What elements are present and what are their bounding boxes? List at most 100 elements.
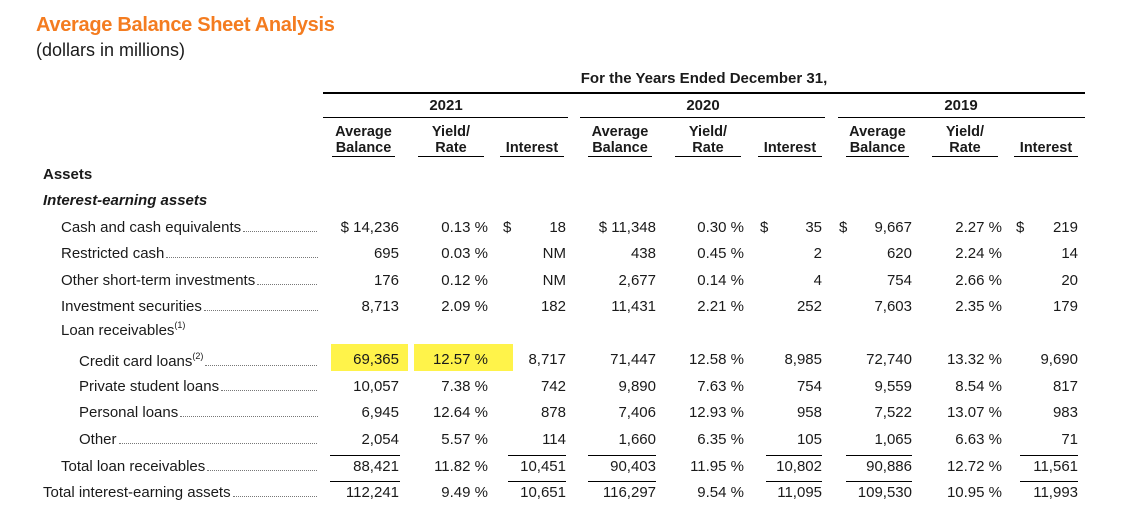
row-label: Loan receivables(1)	[61, 320, 318, 339]
report-subtitle: (dollars in millions)	[36, 40, 186, 60]
cell-interest-2020: 2	[813, 245, 822, 262]
cell-avg-balance-2020: 71,447	[610, 351, 656, 368]
cell-yield-2019: 8.54 %	[955, 378, 1002, 395]
cell-interest-2021: 182	[540, 298, 566, 315]
cell-avg-balance-2021: 8,713	[361, 298, 399, 315]
row-label: Cash and cash equivalents	[61, 219, 318, 236]
cell-avg-balance-2020: 438	[630, 245, 656, 262]
subtotal-rule	[588, 455, 656, 456]
cell-yield-2021: 12.57 %	[432, 351, 488, 368]
cell-yield-2021: 11.82 %	[434, 458, 488, 475]
cell-avg-balance-2019: 9,559	[874, 378, 912, 395]
cell-avg-balance-2020: 1,660	[618, 431, 656, 448]
total-rule	[588, 481, 656, 482]
cell-interest-2020: 8,985	[784, 351, 822, 368]
cell-interest-2021: 8,717	[528, 351, 566, 368]
period-header: For the Years Ended December 31,	[580, 70, 828, 87]
cell-yield-2021: 0.03 %	[441, 245, 488, 262]
cell-interest-2021: 18	[549, 219, 566, 236]
cell-dollar-2019: $	[839, 219, 848, 236]
cell-avg-balance-2019: 90,886	[866, 458, 912, 475]
row-label-text: Total interest-earning assets	[43, 484, 231, 501]
cell-avg-balance-2021: $ 14,236	[340, 219, 399, 236]
cell-avg-balance-2019: 754	[886, 272, 912, 289]
cell-avg-balance-2019: 109,530	[857, 484, 912, 501]
cell-avg-balance-2021: 10,057	[353, 378, 399, 395]
cell-avg-balance-2019: 9,667	[874, 219, 912, 236]
leader-dots	[166, 257, 318, 258]
cell-dollar-2019b: $	[1016, 219, 1025, 236]
period-rule	[323, 92, 1085, 94]
cell-yield-2019: 2.24 %	[955, 245, 1002, 262]
cell-interest-2021: NM	[542, 272, 566, 289]
cell-interest-2019: 14	[1061, 245, 1078, 262]
col-header-yield-rate: Yield/Rate	[932, 124, 998, 157]
cell-yield-2020: 11.95 %	[690, 458, 744, 475]
year-2020: 2020	[686, 97, 720, 114]
cell-avg-balance-2020: 11,431	[611, 298, 656, 315]
col-header-interest: Interest	[1014, 140, 1078, 157]
cell-interest-2019: 983	[1052, 404, 1078, 421]
section-assets: Assets	[43, 166, 93, 183]
cell-interest-2020: 958	[796, 404, 822, 421]
col-header-average-balance: Average Balance	[846, 124, 909, 157]
cell-interest-2019: 817	[1052, 378, 1078, 395]
row-label: Private student loans	[79, 378, 318, 395]
cell-yield-2021: 2.09 %	[441, 298, 488, 315]
cell-yield-2020: 0.45 %	[697, 245, 744, 262]
row-label-text: Other short-term investments	[61, 272, 256, 289]
subtotal-rule	[766, 455, 822, 456]
row-label-text: Cash and cash equivalents	[61, 219, 242, 236]
col-header-average-balance: Average Balance	[588, 124, 652, 157]
cell-interest-2020: 10,802	[776, 458, 822, 475]
cell-interest-2020: 35	[805, 219, 822, 236]
cell-yield-2021: 0.12 %	[441, 272, 488, 289]
cell-avg-balance-2021: 88,421	[353, 458, 399, 475]
cell-yield-2019: 2.27 %	[955, 219, 1002, 236]
col-header-average-balance: Average Balance	[332, 124, 395, 157]
row-label-text: Total loan receivables	[61, 458, 206, 475]
leader-dots	[243, 231, 318, 232]
row-label: Investment securities	[61, 298, 318, 315]
cell-avg-balance-2020: 2,677	[618, 272, 656, 289]
total-rule	[508, 481, 566, 482]
cell-avg-balance-2020: $ 11,348	[598, 219, 656, 236]
cell-interest-2020: 11,095	[777, 484, 822, 501]
footnote-marker: (1)	[174, 320, 186, 330]
cell-interest-2019: 20	[1061, 272, 1078, 289]
row-label-text: Credit card loans	[79, 353, 193, 370]
cell-dollar-2021: $	[503, 219, 512, 236]
cell-avg-balance-2019: 620	[886, 245, 912, 262]
cell-yield-2020: 6.35 %	[697, 431, 744, 448]
cell-yield-2020: 7.63 %	[697, 378, 744, 395]
col-header-yield-rate: Yield/Rate	[418, 124, 484, 157]
cell-avg-balance-2019: 7,603	[874, 298, 912, 315]
subtotal-rule	[330, 455, 400, 456]
year-rule-2021	[323, 117, 568, 118]
cell-yield-2020: 2.21 %	[697, 298, 744, 315]
cell-interest-2019: 219	[1052, 219, 1078, 236]
leader-dots	[203, 310, 318, 311]
leader-dots	[257, 284, 318, 285]
row-label-text: Other	[79, 431, 117, 448]
row-label: Total interest-earning assets	[43, 484, 318, 501]
cell-interest-2020: 252	[796, 298, 822, 315]
total-rule	[766, 481, 822, 482]
year-rule-2019	[838, 117, 1085, 118]
subtotal-rule	[508, 455, 566, 456]
leader-dots	[205, 365, 318, 366]
cell-yield-2021: 5.57 %	[441, 431, 488, 448]
cell-yield-2020: 0.14 %	[697, 272, 744, 289]
cell-dollar-2020: $	[760, 219, 769, 236]
row-label: Other	[79, 431, 318, 448]
cell-avg-balance-2019: 7,522	[874, 404, 912, 421]
leader-dots	[180, 416, 318, 417]
cell-interest-2021: 878	[540, 404, 566, 421]
cell-yield-2020: 0.30 %	[697, 219, 744, 236]
subtotal-rule	[1020, 455, 1078, 456]
row-label: Personal loans	[79, 404, 318, 421]
cell-yield-2021: 9.49 %	[441, 484, 488, 501]
cell-interest-2020: 105	[796, 431, 822, 448]
row-label-text: Restricted cash	[61, 245, 165, 262]
row-label-text: Loan receivables	[61, 322, 175, 339]
